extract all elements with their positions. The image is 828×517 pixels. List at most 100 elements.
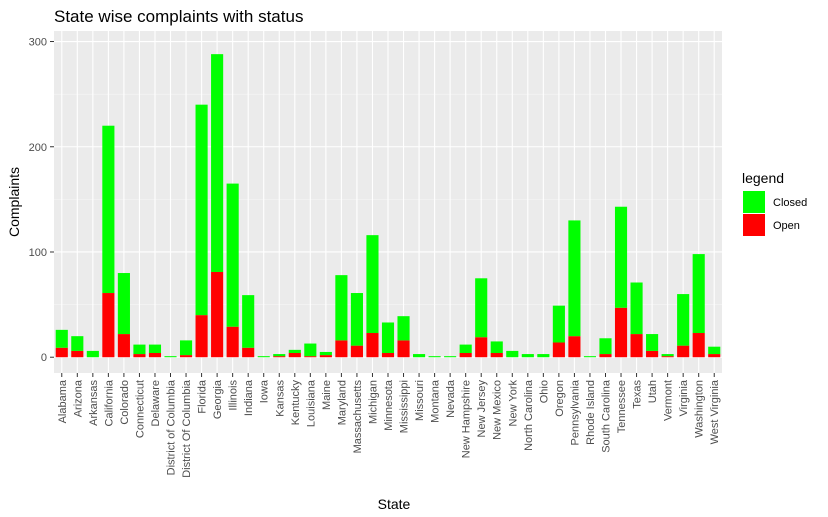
bar-closed xyxy=(428,356,441,358)
bar-open xyxy=(552,342,565,358)
legend: legend Closed Open xyxy=(742,170,807,236)
x-tick-label: Delaware xyxy=(150,380,162,426)
bar-open xyxy=(475,337,488,358)
bar-closed xyxy=(195,104,208,316)
bar-closed xyxy=(444,356,457,358)
bar-open xyxy=(677,345,690,358)
x-tick-label: Tennessee xyxy=(616,380,628,433)
bar-closed xyxy=(537,354,550,358)
bar-open xyxy=(350,345,363,358)
bar-closed xyxy=(614,206,628,308)
bar-open xyxy=(55,347,68,358)
x-tick-label: Connecticut xyxy=(134,380,146,438)
bar-closed xyxy=(397,316,410,341)
x-tick-label: Florida xyxy=(197,379,209,414)
x-tick-label: Missouri xyxy=(414,380,426,421)
x-tick-label: Louisiana xyxy=(305,379,317,427)
x-tick-label: Maryland xyxy=(336,380,348,425)
bar-open xyxy=(148,353,162,358)
x-tick-label: West Virginia xyxy=(709,379,721,444)
legend-title: legend xyxy=(742,170,784,186)
bar-closed xyxy=(242,295,255,348)
bar-open xyxy=(397,340,410,358)
bar-closed xyxy=(335,275,348,341)
bar-closed xyxy=(521,354,534,358)
bar-closed xyxy=(708,346,721,355)
x-tick-label: Vermont xyxy=(663,380,675,421)
bar-open xyxy=(117,334,130,358)
x-tick-label: Illinois xyxy=(228,380,240,411)
bar-closed xyxy=(677,294,690,346)
bar-closed xyxy=(71,336,84,351)
bar-open xyxy=(273,356,286,358)
x-tick-label: Nevada xyxy=(445,379,457,418)
legend-key-closed xyxy=(743,191,765,213)
bar-closed xyxy=(506,350,519,358)
x-tick-label: Indiana xyxy=(243,379,255,416)
bar-closed xyxy=(630,282,643,335)
bar-open xyxy=(195,315,208,358)
bar-open xyxy=(211,271,224,358)
x-tick-label: Washington xyxy=(694,380,706,438)
y-axis: 0 100 200 300 xyxy=(29,37,54,364)
x-tick-label: New York xyxy=(507,380,519,427)
bar-closed xyxy=(552,305,565,343)
bar-closed xyxy=(583,356,597,358)
y-tick-label: 100 xyxy=(29,247,47,259)
bar-closed xyxy=(599,338,612,355)
x-tick-label: Rhode Island xyxy=(585,380,597,445)
bar-closed xyxy=(646,334,659,351)
x-axis: Alabama Arizona Arkansas California Colorado… xyxy=(57,373,721,478)
bar-open xyxy=(366,333,379,358)
x-tick-label: California xyxy=(103,379,115,426)
bar-closed xyxy=(319,351,332,356)
x-tick-label: Kentucky xyxy=(290,380,302,426)
bar-open xyxy=(179,355,193,358)
bar-closed xyxy=(226,183,239,327)
chart-title: State wise complaints with status xyxy=(54,7,303,26)
legend-label: Open xyxy=(773,220,800,232)
x-tick-label: New Mexico xyxy=(492,380,504,440)
legend-key-open xyxy=(743,214,765,236)
x-tick-label: Massachusetts xyxy=(352,380,364,454)
bar-open xyxy=(133,354,146,358)
bar-closed xyxy=(661,354,674,357)
bar-open xyxy=(242,347,255,358)
bar-closed xyxy=(413,354,426,358)
bar-closed xyxy=(490,341,503,354)
y-tick-label: 0 xyxy=(41,352,47,364)
bar-closed xyxy=(117,273,130,335)
x-tick-label: District Of Columbia xyxy=(181,379,193,478)
x-tick-label: Utah xyxy=(647,380,659,403)
bar-open xyxy=(71,350,84,358)
bar-open xyxy=(646,350,659,358)
bar-closed xyxy=(102,125,115,294)
bar-closed xyxy=(692,254,705,334)
x-tick-label: Montana xyxy=(430,379,442,423)
x-tick-label: Ohio xyxy=(538,380,550,403)
bar-open xyxy=(614,307,628,358)
x-tick-label: Oregon xyxy=(554,380,566,417)
x-tick-label: Michigan xyxy=(367,380,379,424)
bar-closed xyxy=(288,349,301,354)
y-tick-label: 300 xyxy=(29,37,47,49)
x-tick-label: Maine xyxy=(321,380,333,410)
bar-open xyxy=(304,356,317,358)
bar-closed xyxy=(86,350,99,358)
bar-open xyxy=(288,353,301,358)
bar-open xyxy=(335,340,348,358)
bar-closed xyxy=(55,329,68,348)
bar-closed xyxy=(459,344,472,354)
bar-closed xyxy=(475,278,488,338)
x-tick-label: Arkansas xyxy=(88,380,100,426)
bar-closed xyxy=(164,356,177,358)
bar-open xyxy=(490,353,503,358)
x-tick-label: Colorado xyxy=(119,380,131,425)
bar-open xyxy=(630,334,643,358)
bar-closed xyxy=(366,235,379,334)
bar-open xyxy=(226,326,239,358)
x-tick-label: New Jersey xyxy=(476,380,488,438)
x-tick-label: New Hampshire xyxy=(461,380,473,458)
x-tick-label: Alabama xyxy=(57,379,69,423)
